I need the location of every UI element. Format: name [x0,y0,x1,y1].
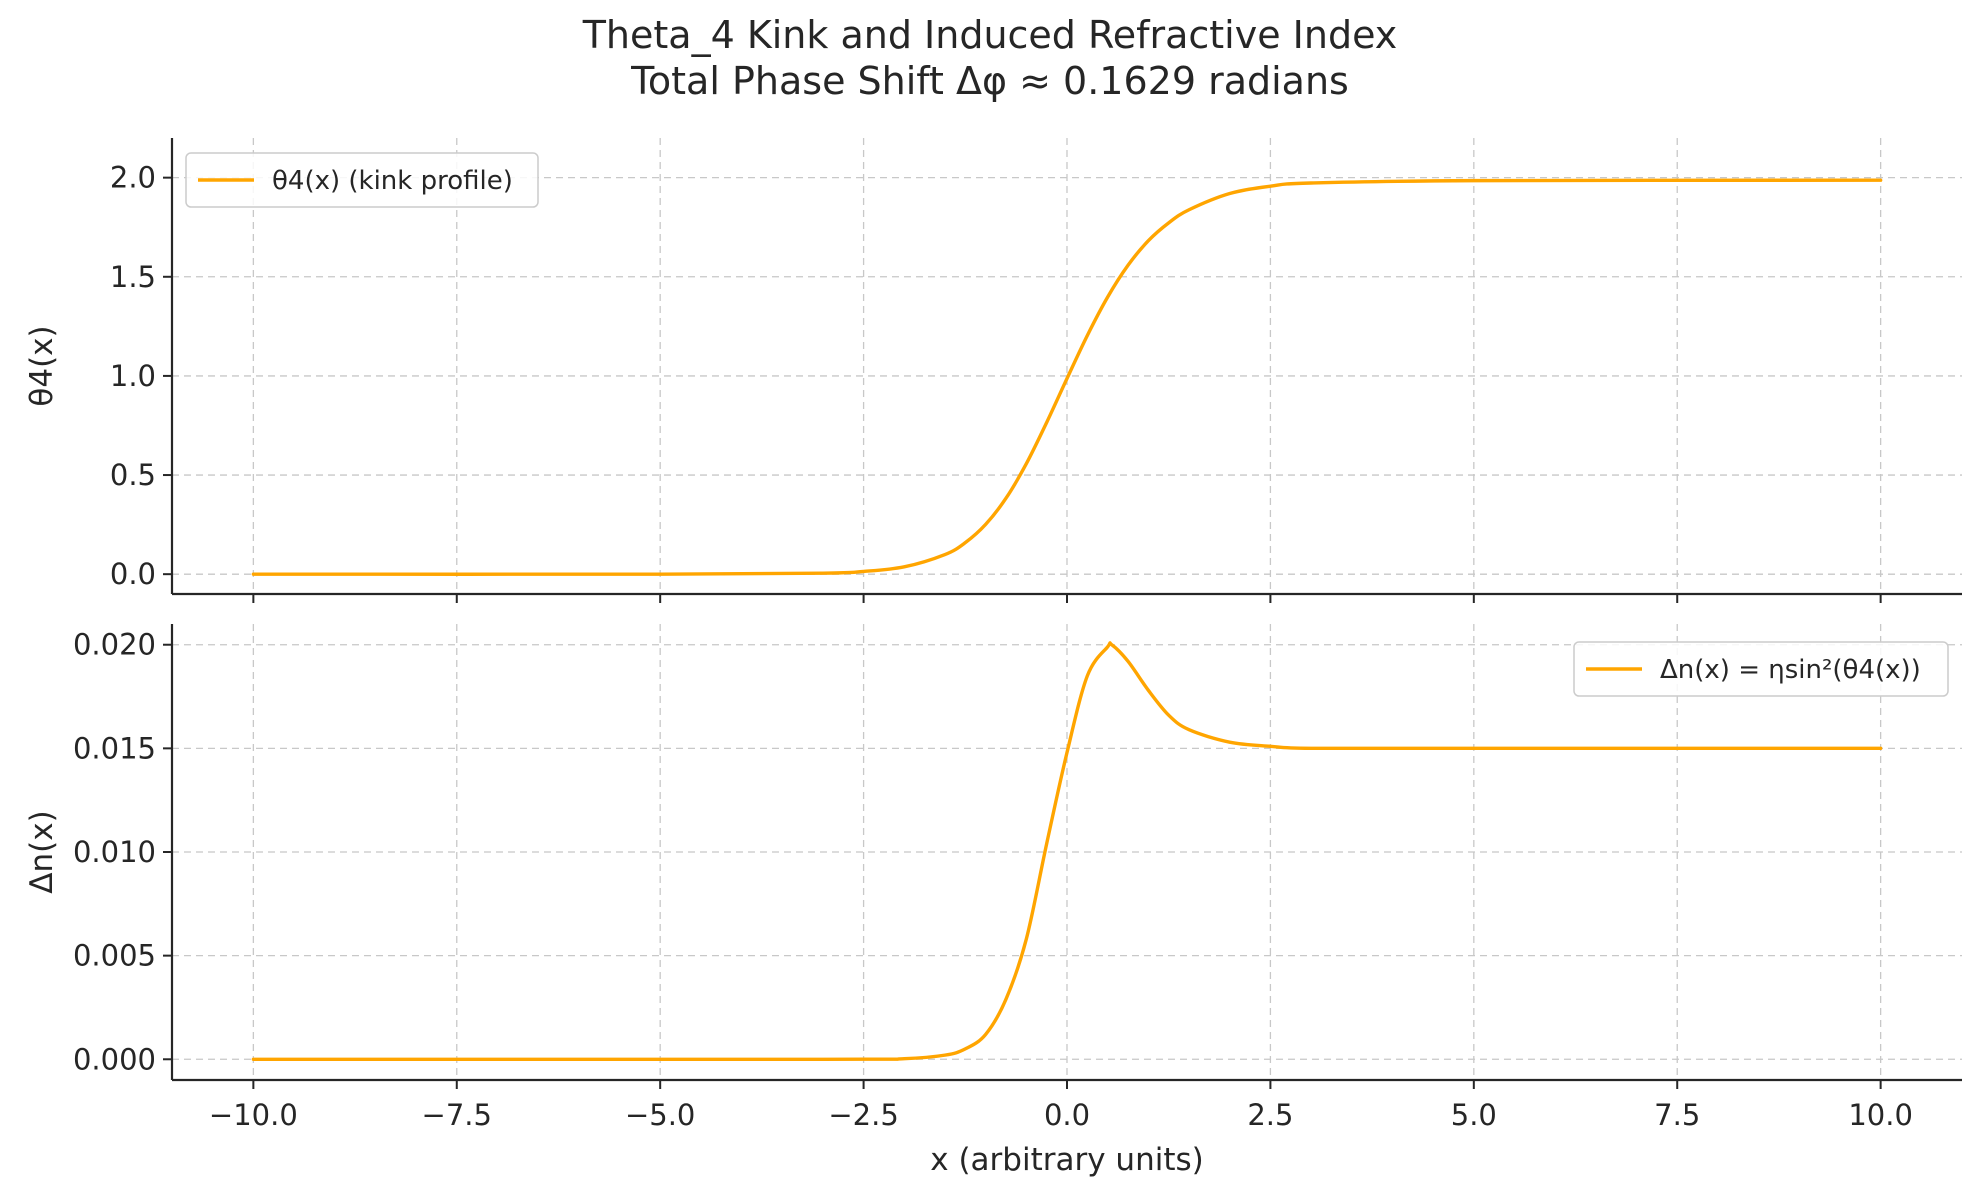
bottom-ytick-label: 0.000 [73,1042,156,1076]
top-series-line [251,178,1883,576]
xtick-label: −2.5 [828,1098,898,1132]
top-ytick-label: 0.0 [110,557,156,591]
chart-title-line-2: Total Phase Shift Δφ ≈ 0.1629 radians [630,59,1349,103]
bottom-ylabel: Δn(x) [24,810,60,893]
top-ytick-label: 0.5 [110,458,156,492]
top-ytick-label: 1.0 [110,359,156,393]
bottom-ytick-label: 0.010 [73,835,156,869]
bottom-panel-refractive-index: 0.000 0.005 0.010 0.015 0.020 −10.0 −7.5 −5.0 −2… [24,624,1962,1178]
bottom-legend: Δn(x) = ηsin²(θ4(x)) [1573,641,1949,697]
xtick-label: 10.0 [1848,1098,1913,1132]
top-ytick-label: 1.5 [110,260,156,294]
bottom-ytick-label: 0.005 [73,939,156,973]
top-panel-theta4-kink: 0.0 0.5 1.0 1.5 2.0 θ4(x) θ4(x) (kink profile) [24,138,1962,603]
xtick-label: −10.0 [209,1098,298,1132]
top-ytick-label: 2.0 [110,161,156,195]
top-ylabel: θ4(x) [24,325,60,406]
xtick-label: 0.0 [1044,1098,1090,1132]
chart-title-line-1: Theta_4 Kink and Induced Refractive Inde… [582,13,1398,57]
bottom-series-line [251,641,1883,1062]
xtick-label: −5.0 [625,1098,695,1132]
bottom-legend-label: Δn(x) = ηsin²(θ4(x)) [1660,655,1921,685]
xtick-label: 7.5 [1654,1098,1700,1132]
top-grid [172,138,1962,594]
bottom-ytick-label: 0.020 [73,628,156,662]
xlabel: x (arbitrary units) [930,1142,1203,1178]
xtick-label: −7.5 [422,1098,492,1132]
xtick-label: 5.0 [1451,1098,1497,1132]
top-legend-box [185,152,539,208]
xtick-label: 2.5 [1247,1098,1293,1132]
top-legend: θ4(x) (kink profile) [185,152,539,208]
bottom-ytick-label: 0.015 [73,731,156,765]
top-legend-label: θ4(x) (kink profile) [272,166,513,196]
bottom-legend-box [1573,641,1949,697]
